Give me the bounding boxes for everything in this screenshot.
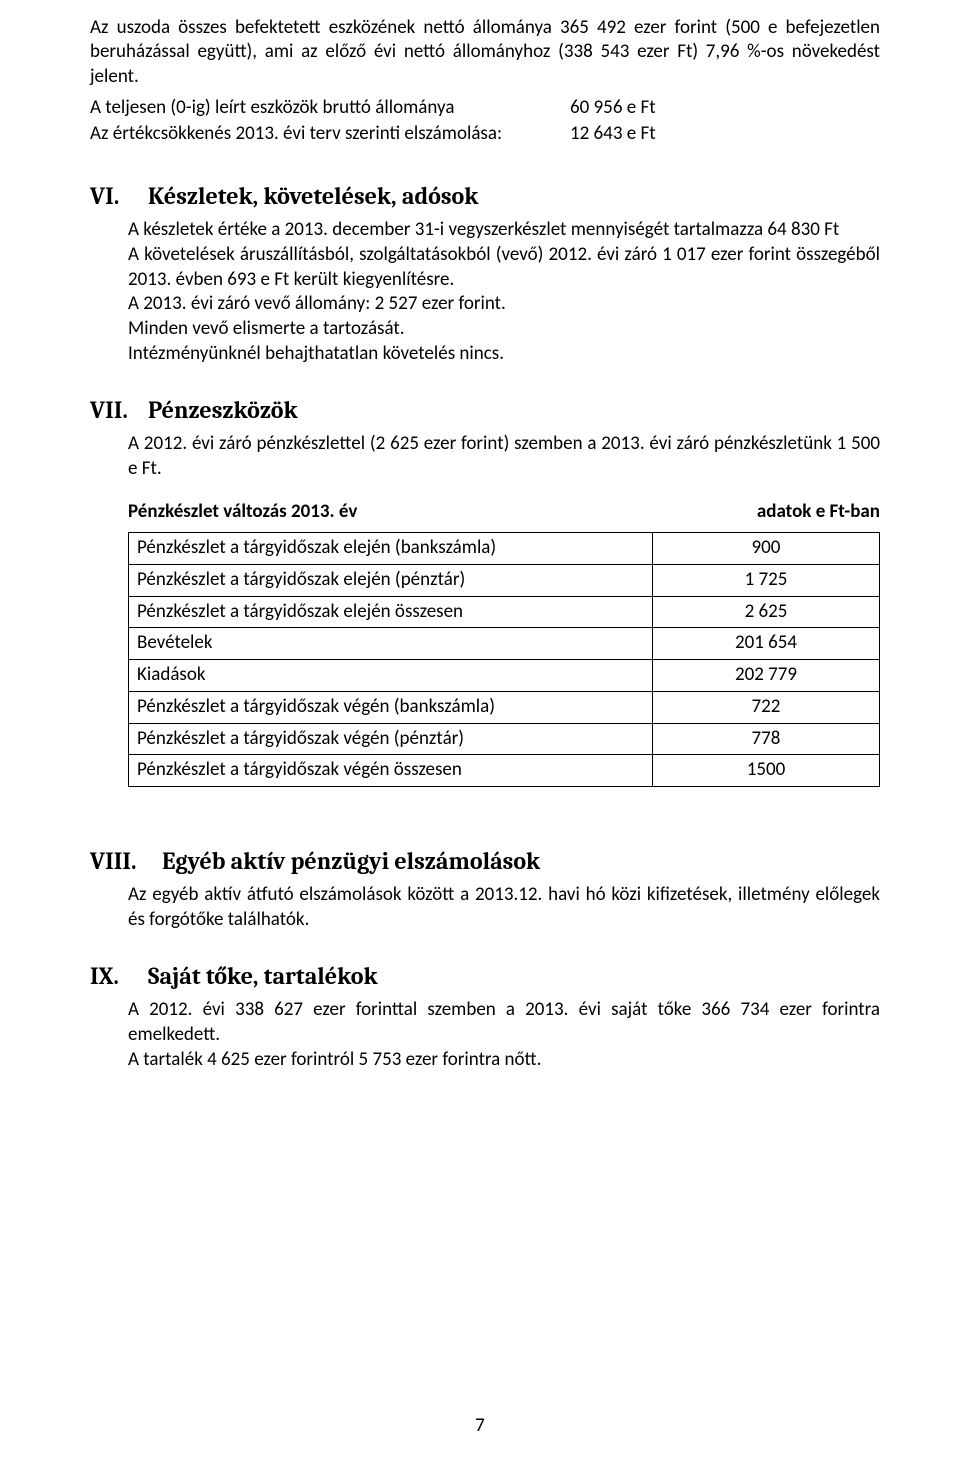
body-text: A 2012. évi 338 627 ezer forinttal szemb… [128,998,880,1047]
table-cell-label: Kiadások [129,660,653,692]
page-number: 7 [0,1414,960,1437]
section-heading: IX. Saját tőke, tartalékok [90,962,880,990]
body-text: Intézményünknél behajthatatlan követelés… [128,342,880,367]
table-row: Kiadások 202 779 [129,660,880,692]
cash-flow-table: Pénzkészlet a tárgyidőszak elején (banks… [128,532,880,787]
kv-label: Az értékcsökkenés 2013. évi terv szerint… [90,121,570,147]
section-ix: IX. Saját tőke, tartalékok A 2012. évi 3… [90,962,880,1072]
section-heading: VIII. Egyéb aktív pénzügyi elszámolások [90,847,880,875]
body-text: A 2013. évi záró vevő állomány: 2 527 ez… [128,292,880,317]
table-cell-value: 722 [653,691,880,723]
table-cell-label: Pénzkészlet a tárgyidőszak elején (pénzt… [129,565,653,597]
section-title: Készletek, követelések, adósok [148,182,478,210]
section-title: Pénzeszközök [148,396,298,424]
body-text: A 2012. évi záró pénzkészlettel (2 625 e… [128,432,880,481]
table-note: adatok e Ft-ban [757,500,880,525]
table-row: Pénzkészlet a tárgyidőszak elején összes… [129,596,880,628]
body-text: A tartalék 4 625 ezer forintról 5 753 ez… [128,1048,880,1073]
table-row: Pénzkészlet a tárgyidőszak végén (banksz… [129,691,880,723]
table-cell-label: Bevételek [129,628,653,660]
kv-row: Az értékcsökkenés 2013. évi terv szerint… [90,121,880,147]
table-cell-value: 900 [653,533,880,565]
section-heading: VII. Pénzeszközök [90,396,880,424]
table-cell-label: Pénzkészlet a tárgyidőszak végén (banksz… [129,691,653,723]
section-body: A 2012. évi 338 627 ezer forinttal szemb… [128,998,880,1072]
section-body: Az egyéb aktív átfutó elszámolások közöt… [128,883,880,932]
table-row: Bevételek 201 654 [129,628,880,660]
body-text: Minden vevő elismerte a tartozását. [128,317,880,342]
section-roman: VII. [90,396,148,424]
kv-value: 60 956 e Ft [570,95,880,121]
body-text: A követelések áruszállításból, szolgálta… [128,243,880,292]
section-body: A 2012. évi záró pénzkészlettel (2 625 e… [128,432,880,787]
table-cell-value: 202 779 [653,660,880,692]
section-title: Egyéb aktív pénzügyi elszámolások [162,847,540,875]
table-row: Pénzkészlet a tárgyidőszak végén összese… [129,755,880,787]
section-vii: VII. Pénzeszközök A 2012. évi záró pénzk… [90,396,880,787]
intro-paragraph: Az uszoda összes befektetett eszközének … [90,16,880,89]
body-text: A készletek értéke a 2013. december 31-i… [128,218,880,243]
section-vi: VI. Készletek, követelések, adósok A kés… [90,182,880,366]
asset-summary-block: A teljesen (0-ig) leírt eszközök bruttó … [90,95,880,146]
table-row: Pénzkészlet a tárgyidőszak elején (banks… [129,533,880,565]
section-roman: VI. [90,182,148,210]
table-cell-label: Pénzkészlet a tárgyidőszak végén összese… [129,755,653,787]
table-row: Pénzkészlet a tárgyidőszak végén (pénztá… [129,723,880,755]
kv-value: 12 643 e Ft [570,121,880,147]
section-title: Saját tőke, tartalékok [148,962,378,990]
table-cell-label: Pénzkészlet a tárgyidőszak végén (pénztá… [129,723,653,755]
table-cell-value: 201 654 [653,628,880,660]
table-cell-value: 2 625 [653,596,880,628]
section-viii: VIII. Egyéb aktív pénzügyi elszámolások … [90,847,880,932]
section-roman: IX. [90,962,148,990]
section-body: A készletek értéke a 2013. december 31-i… [128,218,880,366]
table-title: Pénzkészlet változás 2013. év [128,500,357,525]
section-heading: VI. Készletek, követelések, adósok [90,182,880,210]
kv-row: A teljesen (0-ig) leírt eszközök bruttó … [90,95,880,121]
table-row: Pénzkészlet a tárgyidőszak elején (pénzt… [129,565,880,597]
table-title-row: Pénzkészlet változás 2013. év adatok e F… [128,500,880,525]
table-cell-value: 778 [653,723,880,755]
section-roman: VIII. [90,847,162,875]
table-cell-label: Pénzkészlet a tárgyidőszak elején összes… [129,596,653,628]
table-cell-value: 1500 [653,755,880,787]
body-text: Az egyéb aktív átfutó elszámolások közöt… [128,883,880,932]
document-page: Az uszoda összes befektetett eszközének … [0,0,960,1465]
table-cell-value: 1 725 [653,565,880,597]
kv-label: A teljesen (0-ig) leírt eszközök bruttó … [90,95,570,121]
table-cell-label: Pénzkészlet a tárgyidőszak elején (banks… [129,533,653,565]
